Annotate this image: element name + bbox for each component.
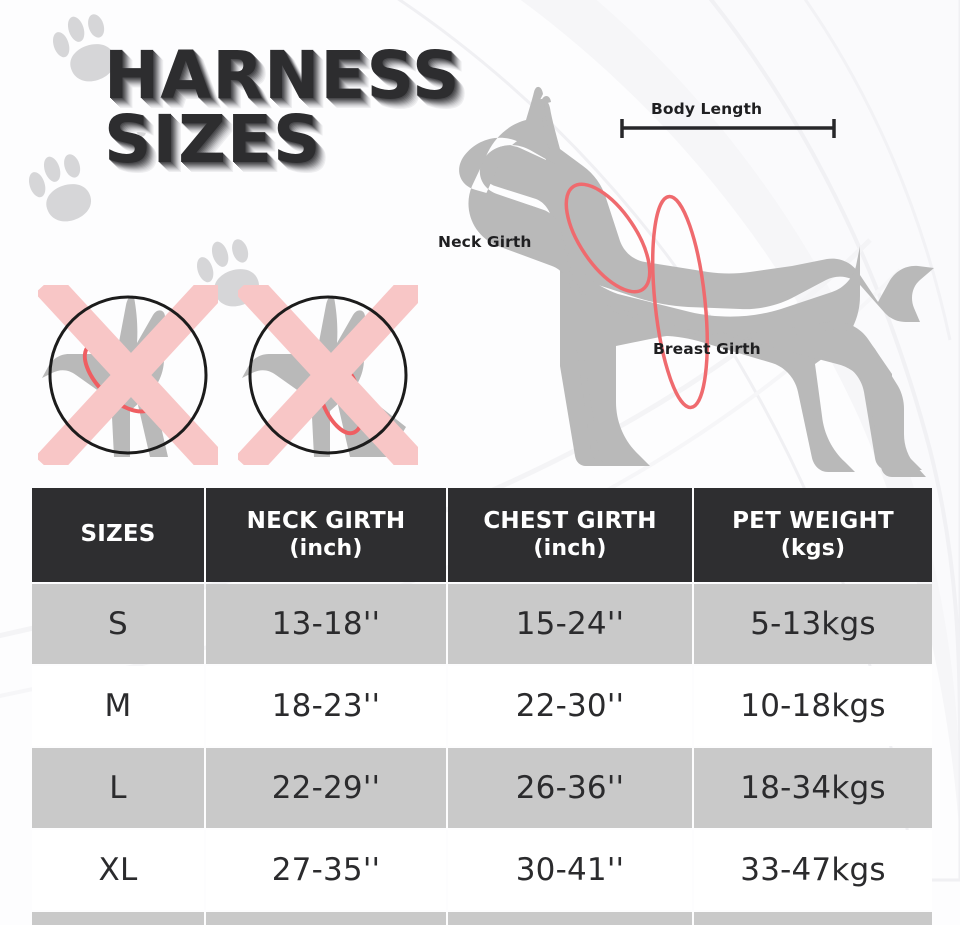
cell-neck: 13-18'' bbox=[206, 584, 446, 664]
column-header-neck-girth: NECK GIRTH (inch) bbox=[206, 488, 446, 582]
circle-outline-1 bbox=[48, 295, 208, 455]
cell-weight: 10-18kgs bbox=[694, 666, 932, 746]
dog-diagram bbox=[440, 86, 940, 491]
title-line-1: HARNESS bbox=[104, 37, 461, 114]
dog-outline bbox=[459, 86, 926, 478]
incorrect-measurement-example-1 bbox=[34, 272, 228, 478]
cell-size: M bbox=[32, 666, 204, 746]
paw-print-decoration bbox=[0, 0, 480, 425]
cross-mark-2 bbox=[234, 272, 428, 478]
cross-mark-1 bbox=[34, 272, 228, 478]
page-title: HARNESS SIZES bbox=[104, 37, 504, 179]
cell-chest: 30-41'' bbox=[448, 830, 692, 910]
cell-size: L bbox=[32, 748, 204, 828]
cell-size: S bbox=[32, 584, 204, 664]
cell-neck bbox=[206, 912, 446, 925]
cell-weight: 18-34kgs bbox=[694, 748, 932, 828]
column-header-neck-girth-title: NECK GIRTH bbox=[246, 508, 406, 535]
incorrect-measurement-example-2 bbox=[234, 272, 428, 478]
table-body: S 13-18'' 15-24'' 5-13kgs M 18-23'' 22-3… bbox=[32, 584, 932, 925]
table-row-partial bbox=[32, 912, 932, 925]
cell-size bbox=[32, 912, 204, 925]
table-row: M 18-23'' 22-30'' 10-18kgs bbox=[32, 666, 932, 746]
column-header-neck-girth-unit: (inch) bbox=[289, 535, 363, 561]
cell-neck: 18-23'' bbox=[206, 666, 446, 746]
cell-size: XL bbox=[32, 830, 204, 910]
column-header-pet-weight-title: PET WEIGHT bbox=[732, 508, 894, 535]
cell-neck: 22-29'' bbox=[206, 748, 446, 828]
cell-weight: 5-13kgs bbox=[694, 584, 932, 664]
dog-head-silhouette-1 bbox=[42, 295, 168, 457]
table-header: SIZES NECK GIRTH (inch) CHEST GIRTH (inc… bbox=[32, 488, 932, 582]
column-header-pet-weight-unit: (kgs) bbox=[780, 535, 846, 561]
table-row: XL 27-35'' 30-41'' 33-47kgs bbox=[32, 830, 932, 910]
size-chart-table: SIZES NECK GIRTH (inch) CHEST GIRTH (inc… bbox=[30, 486, 934, 925]
cell-weight bbox=[694, 912, 932, 925]
cell-chest bbox=[448, 912, 692, 925]
breast-girth-label: Breast Girth bbox=[653, 340, 761, 358]
column-header-chest-girth-title: CHEST GIRTH bbox=[483, 508, 657, 535]
column-header-sizes-title: SIZES bbox=[80, 521, 156, 548]
column-header-chest-girth-unit: (inch) bbox=[533, 535, 607, 561]
breast-girth-measure-line bbox=[651, 194, 709, 410]
cell-chest: 15-24'' bbox=[448, 584, 692, 664]
column-header-chest-girth: CHEST GIRTH (inch) bbox=[448, 488, 692, 582]
title-line-2: SIZES bbox=[104, 101, 322, 179]
body-length-bracket bbox=[620, 119, 836, 138]
table-row: L 22-29'' 26-36'' 18-34kgs bbox=[32, 748, 932, 828]
table-row: S 13-18'' 15-24'' 5-13kgs bbox=[32, 584, 932, 664]
circle-outline-2 bbox=[248, 295, 408, 455]
table-header-row: SIZES NECK GIRTH (inch) CHEST GIRTH (inc… bbox=[32, 488, 932, 582]
cell-chest: 22-30'' bbox=[448, 666, 692, 746]
body-length-label: Body Length bbox=[651, 100, 763, 118]
column-header-pet-weight: PET WEIGHT (kgs) bbox=[694, 488, 932, 582]
column-header-sizes: SIZES bbox=[32, 488, 204, 582]
cell-weight: 33-47kgs bbox=[694, 830, 932, 910]
neck-girth-label: Neck Girth bbox=[438, 233, 532, 251]
cell-chest: 26-36'' bbox=[448, 748, 692, 828]
neck-girth-measure-line bbox=[564, 182, 652, 294]
cell-neck: 27-35'' bbox=[206, 830, 446, 910]
